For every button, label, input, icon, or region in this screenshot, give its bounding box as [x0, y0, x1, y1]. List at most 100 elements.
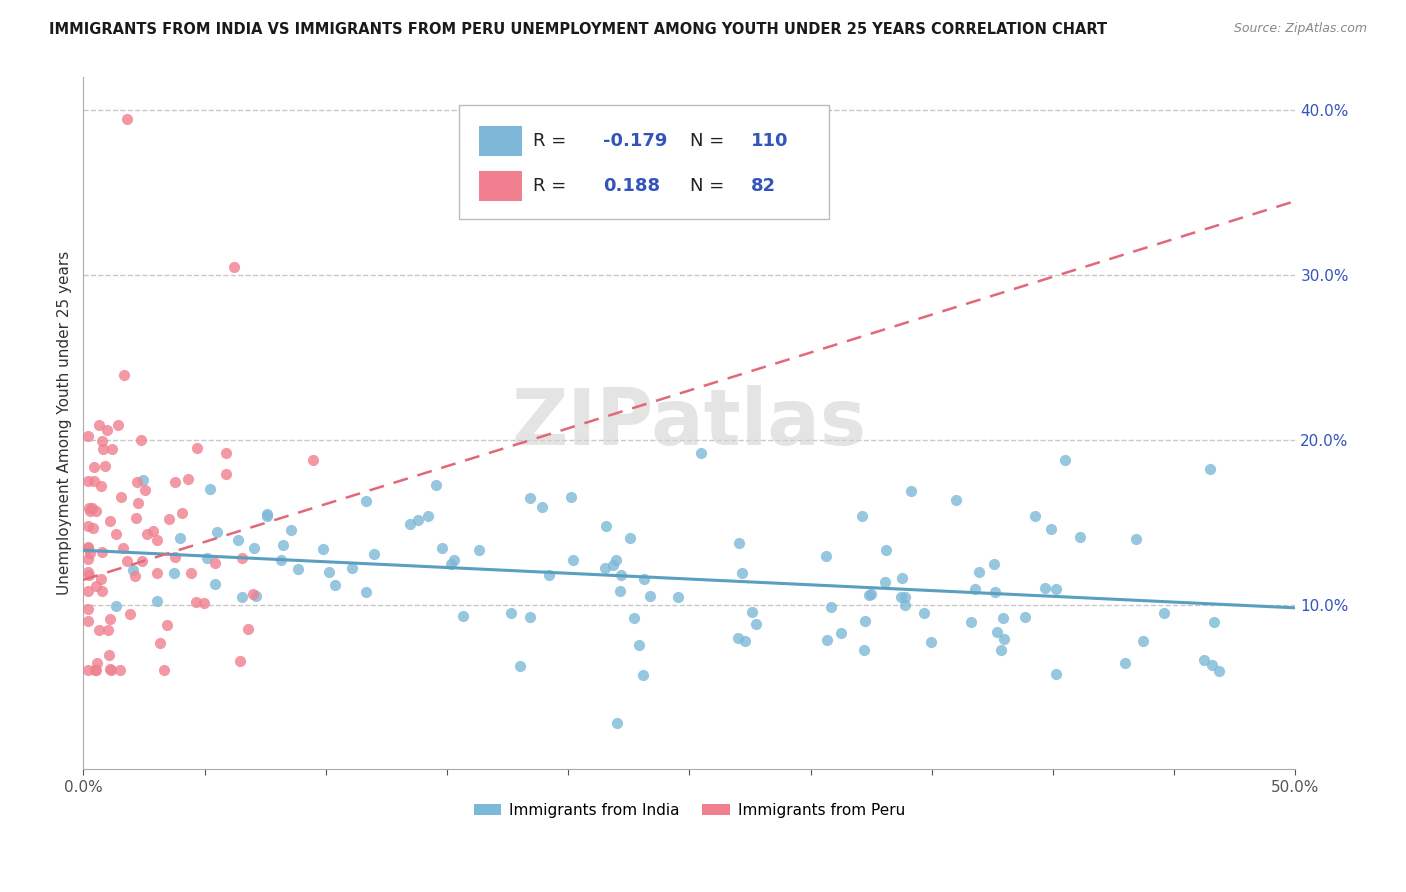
Point: [107, 418, 129, 433]
Point: [1199, 462, 1222, 476]
Point: [156, 617, 179, 632]
Point: [815, 633, 838, 648]
Point: [318, 565, 340, 579]
Point: [530, 500, 553, 514]
Point: [204, 556, 226, 570]
Point: [82, 521, 104, 535]
Text: N =: N =: [690, 132, 724, 150]
Y-axis label: Unemployment Among Youth under 25 years: Unemployment Among Youth under 25 years: [58, 252, 72, 596]
Point: [145, 566, 167, 580]
Point: [1153, 606, 1175, 620]
Point: [638, 590, 661, 604]
FancyBboxPatch shape: [460, 105, 828, 219]
Point: [165, 475, 187, 489]
Point: [859, 587, 882, 601]
Point: [363, 547, 385, 561]
Point: [207, 524, 229, 539]
Point: [91, 434, 114, 448]
Point: [77, 540, 100, 554]
Text: Source: ZipAtlas.com: Source: ZipAtlas.com: [1233, 22, 1367, 36]
Point: [215, 446, 238, 460]
Point: [159, 512, 181, 526]
Point: [98, 648, 121, 663]
Point: [273, 538, 295, 552]
Point: [77, 614, 100, 628]
Point: [894, 590, 917, 604]
Point: [77, 552, 100, 566]
Point: [152, 664, 174, 678]
Point: [993, 611, 1015, 625]
Point: [287, 562, 309, 576]
Point: [430, 541, 453, 555]
Point: [134, 483, 156, 497]
Point: [111, 541, 134, 556]
Point: [853, 614, 876, 628]
Point: [256, 507, 278, 521]
Point: [744, 616, 766, 631]
Point: [894, 598, 917, 612]
Point: [149, 636, 172, 650]
Point: [77, 541, 100, 555]
Point: [180, 566, 202, 581]
Point: [229, 654, 252, 668]
Point: [198, 482, 221, 496]
Point: [84, 664, 107, 678]
Point: [79, 504, 101, 518]
Point: [983, 558, 1005, 572]
Point: [609, 567, 631, 582]
Point: [560, 490, 582, 504]
Point: [118, 607, 141, 621]
Point: [256, 508, 278, 523]
Point: [631, 668, 654, 682]
Point: [110, 490, 132, 504]
Point: [97, 623, 120, 637]
Point: [83, 475, 105, 489]
Point: [86, 656, 108, 670]
Point: [77, 519, 100, 533]
Point: [79, 568, 101, 582]
Point: [280, 524, 302, 538]
Point: [734, 633, 756, 648]
Point: [519, 491, 541, 505]
FancyBboxPatch shape: [479, 126, 523, 156]
Point: [1045, 666, 1067, 681]
Point: [222, 260, 245, 274]
Point: [79, 546, 101, 560]
Point: [623, 610, 645, 624]
Point: [242, 587, 264, 601]
Point: [537, 567, 560, 582]
Point: [900, 484, 922, 499]
Point: [301, 453, 323, 467]
Point: [1054, 452, 1077, 467]
Point: [1069, 530, 1091, 544]
Point: [1201, 658, 1223, 673]
Point: [668, 590, 690, 604]
Point: [215, 467, 238, 481]
Point: [967, 566, 990, 580]
Point: [440, 557, 463, 571]
Point: [84, 504, 107, 518]
Point: [77, 501, 100, 516]
Point: [142, 524, 165, 538]
Point: [312, 542, 335, 557]
Point: [984, 585, 1007, 599]
Point: [340, 561, 363, 575]
Point: [468, 542, 491, 557]
Text: N =: N =: [690, 177, 724, 194]
Point: [184, 595, 207, 609]
Point: [98, 662, 121, 676]
Point: [122, 563, 145, 577]
Point: [731, 566, 754, 580]
Point: [163, 549, 186, 564]
Point: [169, 532, 191, 546]
Point: [186, 441, 208, 455]
Point: [418, 508, 440, 523]
Point: [453, 609, 475, 624]
Point: [245, 589, 267, 603]
Point: [853, 643, 876, 657]
Point: [177, 472, 200, 486]
Text: 0.188: 0.188: [603, 177, 659, 194]
Point: [136, 527, 159, 541]
Point: [77, 583, 100, 598]
Legend: Immigrants from India, Immigrants from Peru: Immigrants from India, Immigrants from P…: [468, 797, 911, 824]
